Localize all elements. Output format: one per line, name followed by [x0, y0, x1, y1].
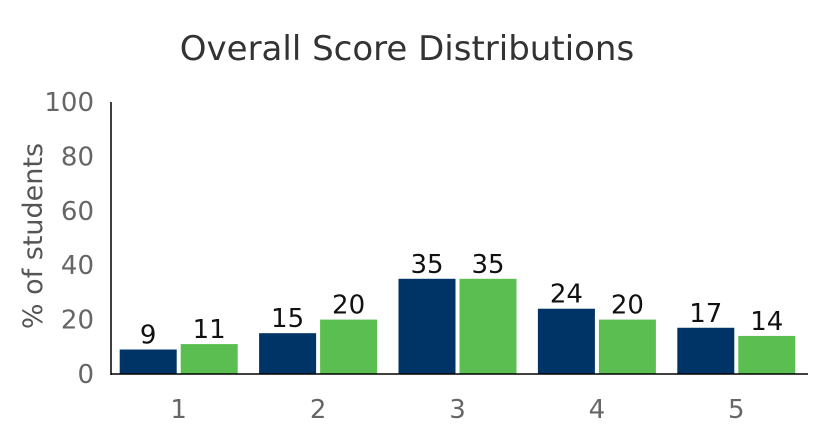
- data-label: 24: [550, 280, 583, 310]
- y-tick-label: 20: [61, 306, 94, 336]
- bar-series-2-cat-1: [180, 344, 238, 374]
- bar-series-2-cat-5: [738, 335, 796, 374]
- bar-series-2-cat-2: [320, 319, 378, 374]
- data-label: 11: [193, 315, 226, 345]
- x-tick-label: 5: [728, 395, 745, 425]
- bar-series-2-cat-4: [598, 319, 656, 374]
- bar-series-2-cat-3: [459, 278, 517, 374]
- data-label: 20: [611, 291, 644, 321]
- x-tick-label: 2: [310, 395, 327, 425]
- bars: [119, 278, 796, 374]
- data-labels: 9 11 15 20 35 35 24 20 17 14: [140, 250, 783, 351]
- bar-series-1-cat-2: [259, 333, 317, 374]
- y-tick-label: 40: [61, 251, 94, 281]
- bar-series-1-cat-1: [119, 349, 177, 374]
- data-label: 14: [750, 307, 783, 337]
- bar-series-1-cat-3: [398, 278, 456, 374]
- data-label: 35: [410, 250, 443, 280]
- chart-title: Overall Score Distributions: [180, 29, 634, 69]
- x-tick-label: 1: [170, 395, 187, 425]
- bar-series-1-cat-4: [537, 308, 595, 374]
- y-axis-label: % of students: [18, 143, 49, 329]
- y-tick-label: 0: [77, 360, 94, 390]
- x-tick-label: 4: [589, 395, 606, 425]
- data-label: 20: [332, 291, 365, 321]
- bar-series-1-cat-5: [677, 327, 735, 374]
- data-label: 15: [271, 304, 304, 334]
- data-label: 35: [471, 250, 504, 280]
- y-tick-label: 80: [61, 142, 94, 172]
- x-axis-ticks: 1 2 3 4 5: [170, 395, 744, 425]
- y-axis-ticks: 0 20 40 60 80 100: [44, 88, 94, 390]
- data-label: 9: [140, 321, 157, 351]
- x-tick-label: 3: [449, 395, 466, 425]
- y-tick-label: 100: [44, 88, 94, 118]
- data-label: 17: [689, 299, 722, 329]
- y-tick-label: 60: [61, 197, 94, 227]
